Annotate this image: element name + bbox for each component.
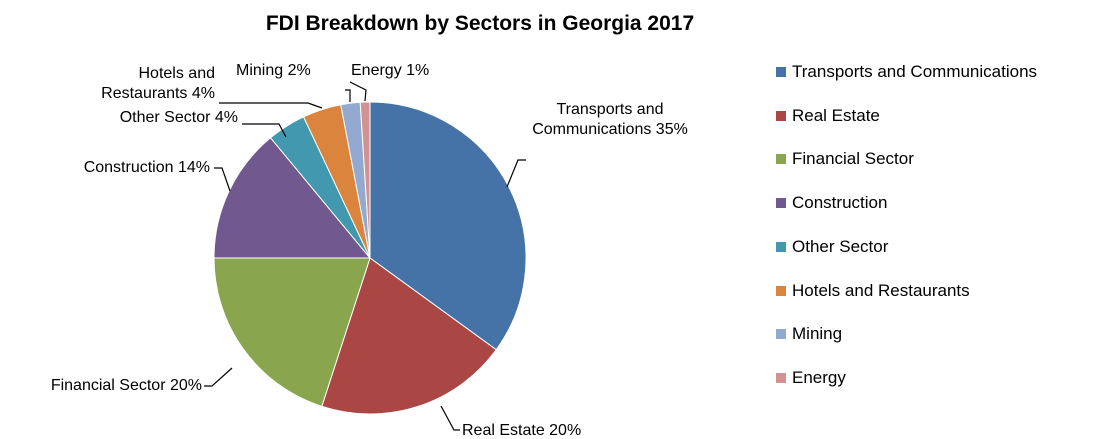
data-label: Other Sector 4% xyxy=(120,109,238,126)
leader-line xyxy=(345,89,351,102)
pie-slice-construction xyxy=(213,137,372,259)
pie-slice-financial-sector xyxy=(213,257,371,407)
data-label: Construction 14% xyxy=(84,159,210,176)
data-label: Real Estate 20% xyxy=(462,422,581,439)
data-label: Financial Sector 20% xyxy=(51,377,202,394)
data-label: Transports and xyxy=(556,101,663,118)
legend-label: Real Estate xyxy=(792,105,880,125)
legend-swatch xyxy=(776,329,786,340)
pie-chart: Transports and Communications 35% Real Est… xyxy=(51,62,688,439)
legend-label: Energy xyxy=(792,367,846,387)
leader-line xyxy=(204,367,233,387)
legend-swatch xyxy=(776,285,786,296)
legend-swatch xyxy=(776,110,786,121)
legend-label: Hotels and Restaurants xyxy=(792,280,970,300)
data-label: Hotels and xyxy=(139,65,216,82)
data-label: Energy 1% xyxy=(351,62,429,79)
leader-line xyxy=(440,405,460,431)
leader-line xyxy=(506,159,526,188)
data-label: Mining 2% xyxy=(236,62,311,79)
pie-slice-transports-and-communications xyxy=(369,101,527,351)
legend-swatch xyxy=(776,198,786,209)
legend-swatch xyxy=(776,241,786,252)
legend-label: Financial Sector xyxy=(792,149,914,169)
leader-line xyxy=(242,123,287,138)
pie-slice-real-estate xyxy=(321,257,497,415)
legend-label: Transports and Communications xyxy=(792,62,1038,81)
data-label: Restaurants 4% xyxy=(101,85,215,102)
chart-title: FDI Breakdown by Sectors in Georgia 2017 xyxy=(265,12,695,35)
leader-line xyxy=(219,102,323,109)
legend-label: Mining xyxy=(792,324,843,344)
pie-slice-energy xyxy=(359,101,371,259)
legend-label: Construction xyxy=(792,193,888,213)
legend-swatch xyxy=(776,67,786,77)
legend-swatch xyxy=(776,372,786,383)
legend-swatch xyxy=(776,154,786,165)
leader-line xyxy=(349,81,367,102)
legend-label: Other Sector xyxy=(792,236,889,256)
data-label: Communications 35% xyxy=(532,121,688,138)
leader-line xyxy=(214,167,231,192)
